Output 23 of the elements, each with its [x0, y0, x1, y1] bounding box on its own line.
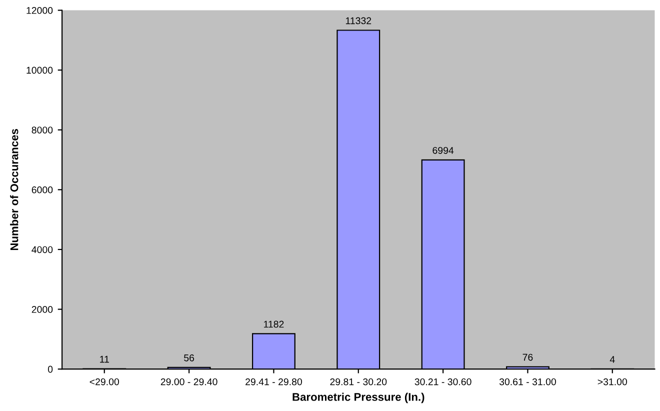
- x-tick-label: <29.00: [90, 378, 119, 386]
- x-tick-label: 29.41 - 29.80: [246, 378, 302, 386]
- y-tick-label: 2000: [32, 306, 53, 313]
- data-label: 1182: [264, 320, 284, 328]
- y-tick-label: 0: [48, 366, 53, 373]
- x-tick-label: >31.00: [598, 378, 628, 386]
- y-tick-label: 6000: [32, 186, 53, 194]
- x-tick-label: 29.00 - 29.40: [160, 378, 218, 386]
- x-tick-label: 29.81 - 30.20: [330, 378, 387, 386]
- y-tick-label: 4000: [32, 246, 53, 254]
- x-tick-label: 30.61 - 31.00: [499, 378, 556, 386]
- data-label: 6994: [432, 146, 454, 154]
- data-label: 11332: [346, 17, 372, 24]
- y-tick-label: 10000: [26, 66, 53, 74]
- data-label: 4: [610, 356, 615, 363]
- x-axis-title: Barometric Pressure (In.): [292, 392, 424, 404]
- data-label: 76: [522, 354, 533, 361]
- y-tick-label: 12000: [26, 7, 53, 14]
- data-label: 11: [100, 356, 109, 363]
- y-tick-label: 8000: [32, 126, 53, 134]
- data-label: 56: [184, 354, 194, 362]
- y-axis-title: Number of Occurances: [10, 129, 18, 250]
- x-tick-label: 30.21 - 30.60: [414, 378, 472, 386]
